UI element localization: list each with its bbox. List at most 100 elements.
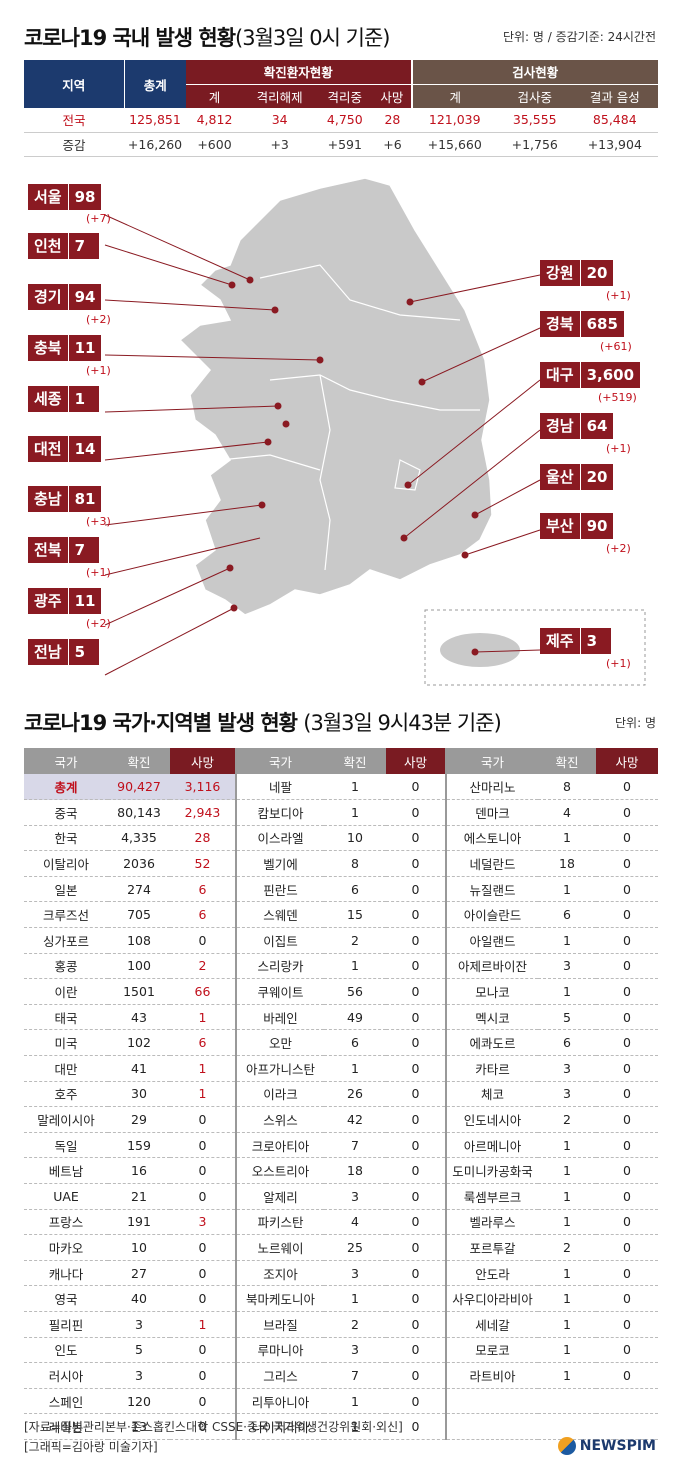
death-count: 0 <box>596 1209 658 1236</box>
death-count: 52 <box>170 850 236 877</box>
country-name: 스위스 <box>235 1106 324 1133</box>
header-c-sum: 계 <box>186 83 244 108</box>
header-total: 총계 <box>123 60 186 108</box>
country-name: 바레인 <box>235 1004 324 1031</box>
country-name: 크루즈선 <box>24 901 108 929</box>
death-count: 0 <box>386 1234 446 1261</box>
region-name: 부산 <box>540 513 581 539</box>
country-name: 인도 <box>24 1337 108 1364</box>
confirmed-count: 49 <box>324 1004 386 1031</box>
death-count: 1 <box>170 1311 236 1338</box>
death-count: 0 <box>386 1388 446 1415</box>
confirmed-count: 1 <box>538 825 596 852</box>
confirmed-count: 1 <box>538 1209 596 1236</box>
region-label-gangwon: 강원 20 <box>540 260 614 286</box>
country-name: 벨라루스 <box>445 1209 538 1236</box>
confirmed-count: 1 <box>538 876 596 903</box>
cell: 34 <box>243 108 317 133</box>
confirmed-count: 1 <box>538 1311 596 1338</box>
region-name: 광주 <box>28 588 69 614</box>
region-label-ulsan: 울산 20 <box>540 464 614 490</box>
confirmed-count: 4 <box>324 1209 386 1236</box>
korea-map-shape <box>104 177 646 686</box>
confirmed-count: 6 <box>538 1029 596 1057</box>
region-label-daegu: 대구 3,600 <box>540 362 641 388</box>
country-name: 홍콩 <box>24 953 108 980</box>
table-row: 중국 80,143 2,943 캄보디아 1 0 덴마크 4 0 <box>24 799 658 826</box>
country-name: 핀란드 <box>235 876 324 903</box>
newspim-logo: NEWSPIM <box>557 1437 656 1455</box>
confirmed-count: 1 <box>538 1183 596 1210</box>
country-name: 알제리 <box>235 1183 324 1210</box>
cell: +1,756 <box>497 132 572 157</box>
header-region: 지역 <box>24 60 124 108</box>
table-row: 프랑스 191 3 파키스탄 4 0 벨라루스 1 0 <box>24 1209 658 1236</box>
country-name: 리투아니아 <box>235 1388 324 1415</box>
region-delta-busan: (+2) <box>606 542 631 555</box>
country-name: 노르웨이 <box>235 1234 324 1261</box>
death-count: 6 <box>170 1029 236 1057</box>
country-name: 멕시코 <box>445 1004 538 1031</box>
korea-map: 서울 98 (+7) 인천 7 경기 94 (+2) 충북 11 (+1) 세종 1 대전… <box>20 170 670 690</box>
death-count: 0 <box>386 1183 446 1210</box>
header-country: 국가 <box>235 748 324 774</box>
country-name: 파키스탄 <box>235 1209 324 1236</box>
confirmed-count: 3 <box>108 1311 170 1338</box>
region-delta-chungbuk: (+1) <box>86 364 111 377</box>
confirmed-count: 1 <box>324 774 386 801</box>
header-country: 국가 <box>24 748 108 774</box>
header-confirmed: 확진 <box>324 748 386 774</box>
table-row: 총계 90,427 3,116 네팔 1 0 산마리노 8 0 <box>24 774 658 801</box>
region-label-gyeongnam: 경남 64 <box>540 413 614 439</box>
region-label-jeju: 제주 3 <box>540 628 611 654</box>
country-name: 이스라엘 <box>235 825 324 852</box>
confirmed-count: 8 <box>324 850 386 877</box>
region-value: 685 <box>580 311 624 337</box>
country-name: 미국 <box>24 1029 108 1057</box>
region-value: 20 <box>580 260 614 286</box>
table-row: 호주 30 1 이라크 26 0 체코 3 0 <box>24 1081 658 1108</box>
country-name: 싱가포르 <box>24 927 108 954</box>
confirmed-count: 5 <box>538 1004 596 1031</box>
country-name: 카타르 <box>445 1055 538 1082</box>
confirmed-count: 41 <box>108 1055 170 1082</box>
confirmed-count: 6 <box>324 876 386 903</box>
death-count: 0 <box>386 876 446 903</box>
country-name: 안도라 <box>445 1260 538 1287</box>
confirmed-count: 1501 <box>108 978 170 1005</box>
region-value: 5 <box>68 639 99 665</box>
country-name: 스웨덴 <box>235 901 324 929</box>
death-count: 0 <box>596 953 658 980</box>
country-name: 나이지리아 <box>235 1413 324 1440</box>
header-confirmed-group: 확진환자현황 <box>186 60 412 84</box>
region-value: 20 <box>580 464 614 490</box>
region-label-incheon: 인천 7 <box>28 233 99 259</box>
region-name: 대전 <box>28 436 69 462</box>
death-count: 0 <box>596 1234 658 1261</box>
region-label-gyeonggi: 경기 94 <box>28 284 102 310</box>
confirmed-count: 18 <box>324 1157 386 1184</box>
confirmed-count: 2 <box>538 1106 596 1133</box>
country-name: 덴마크 <box>445 799 538 826</box>
country-name: 레바논 <box>24 1413 108 1440</box>
region-delta-gangwon: (+1) <box>606 289 631 302</box>
region-name: 강원 <box>540 260 581 286</box>
confirmed-count: 1 <box>538 1132 596 1159</box>
region-name: 경남 <box>540 413 581 439</box>
death-count: 0 <box>596 978 658 1005</box>
country-name: 조지아 <box>235 1260 324 1287</box>
confirmed-count: 3 <box>324 1337 386 1364</box>
region-name: 충북 <box>28 335 69 361</box>
death-count: 0 <box>386 850 446 877</box>
death-count: 0 <box>596 1132 658 1159</box>
death-count: 0 <box>596 1362 658 1389</box>
country-name: 오만 <box>235 1029 324 1057</box>
confirmed-count: 3 <box>538 953 596 980</box>
confirmed-count: 10 <box>108 1234 170 1261</box>
cell: 4,812 <box>186 108 244 133</box>
death-count: 0 <box>596 1106 658 1133</box>
confirmed-count: 2036 <box>108 850 170 877</box>
delta-row: 증감 +16,260 +600 +3 +591 +6 +15,660 +1,75… <box>24 132 658 157</box>
top-title-paren: (3월3일 0시 기준) <box>235 26 390 50</box>
header-confirmed: 확진 <box>108 748 170 774</box>
